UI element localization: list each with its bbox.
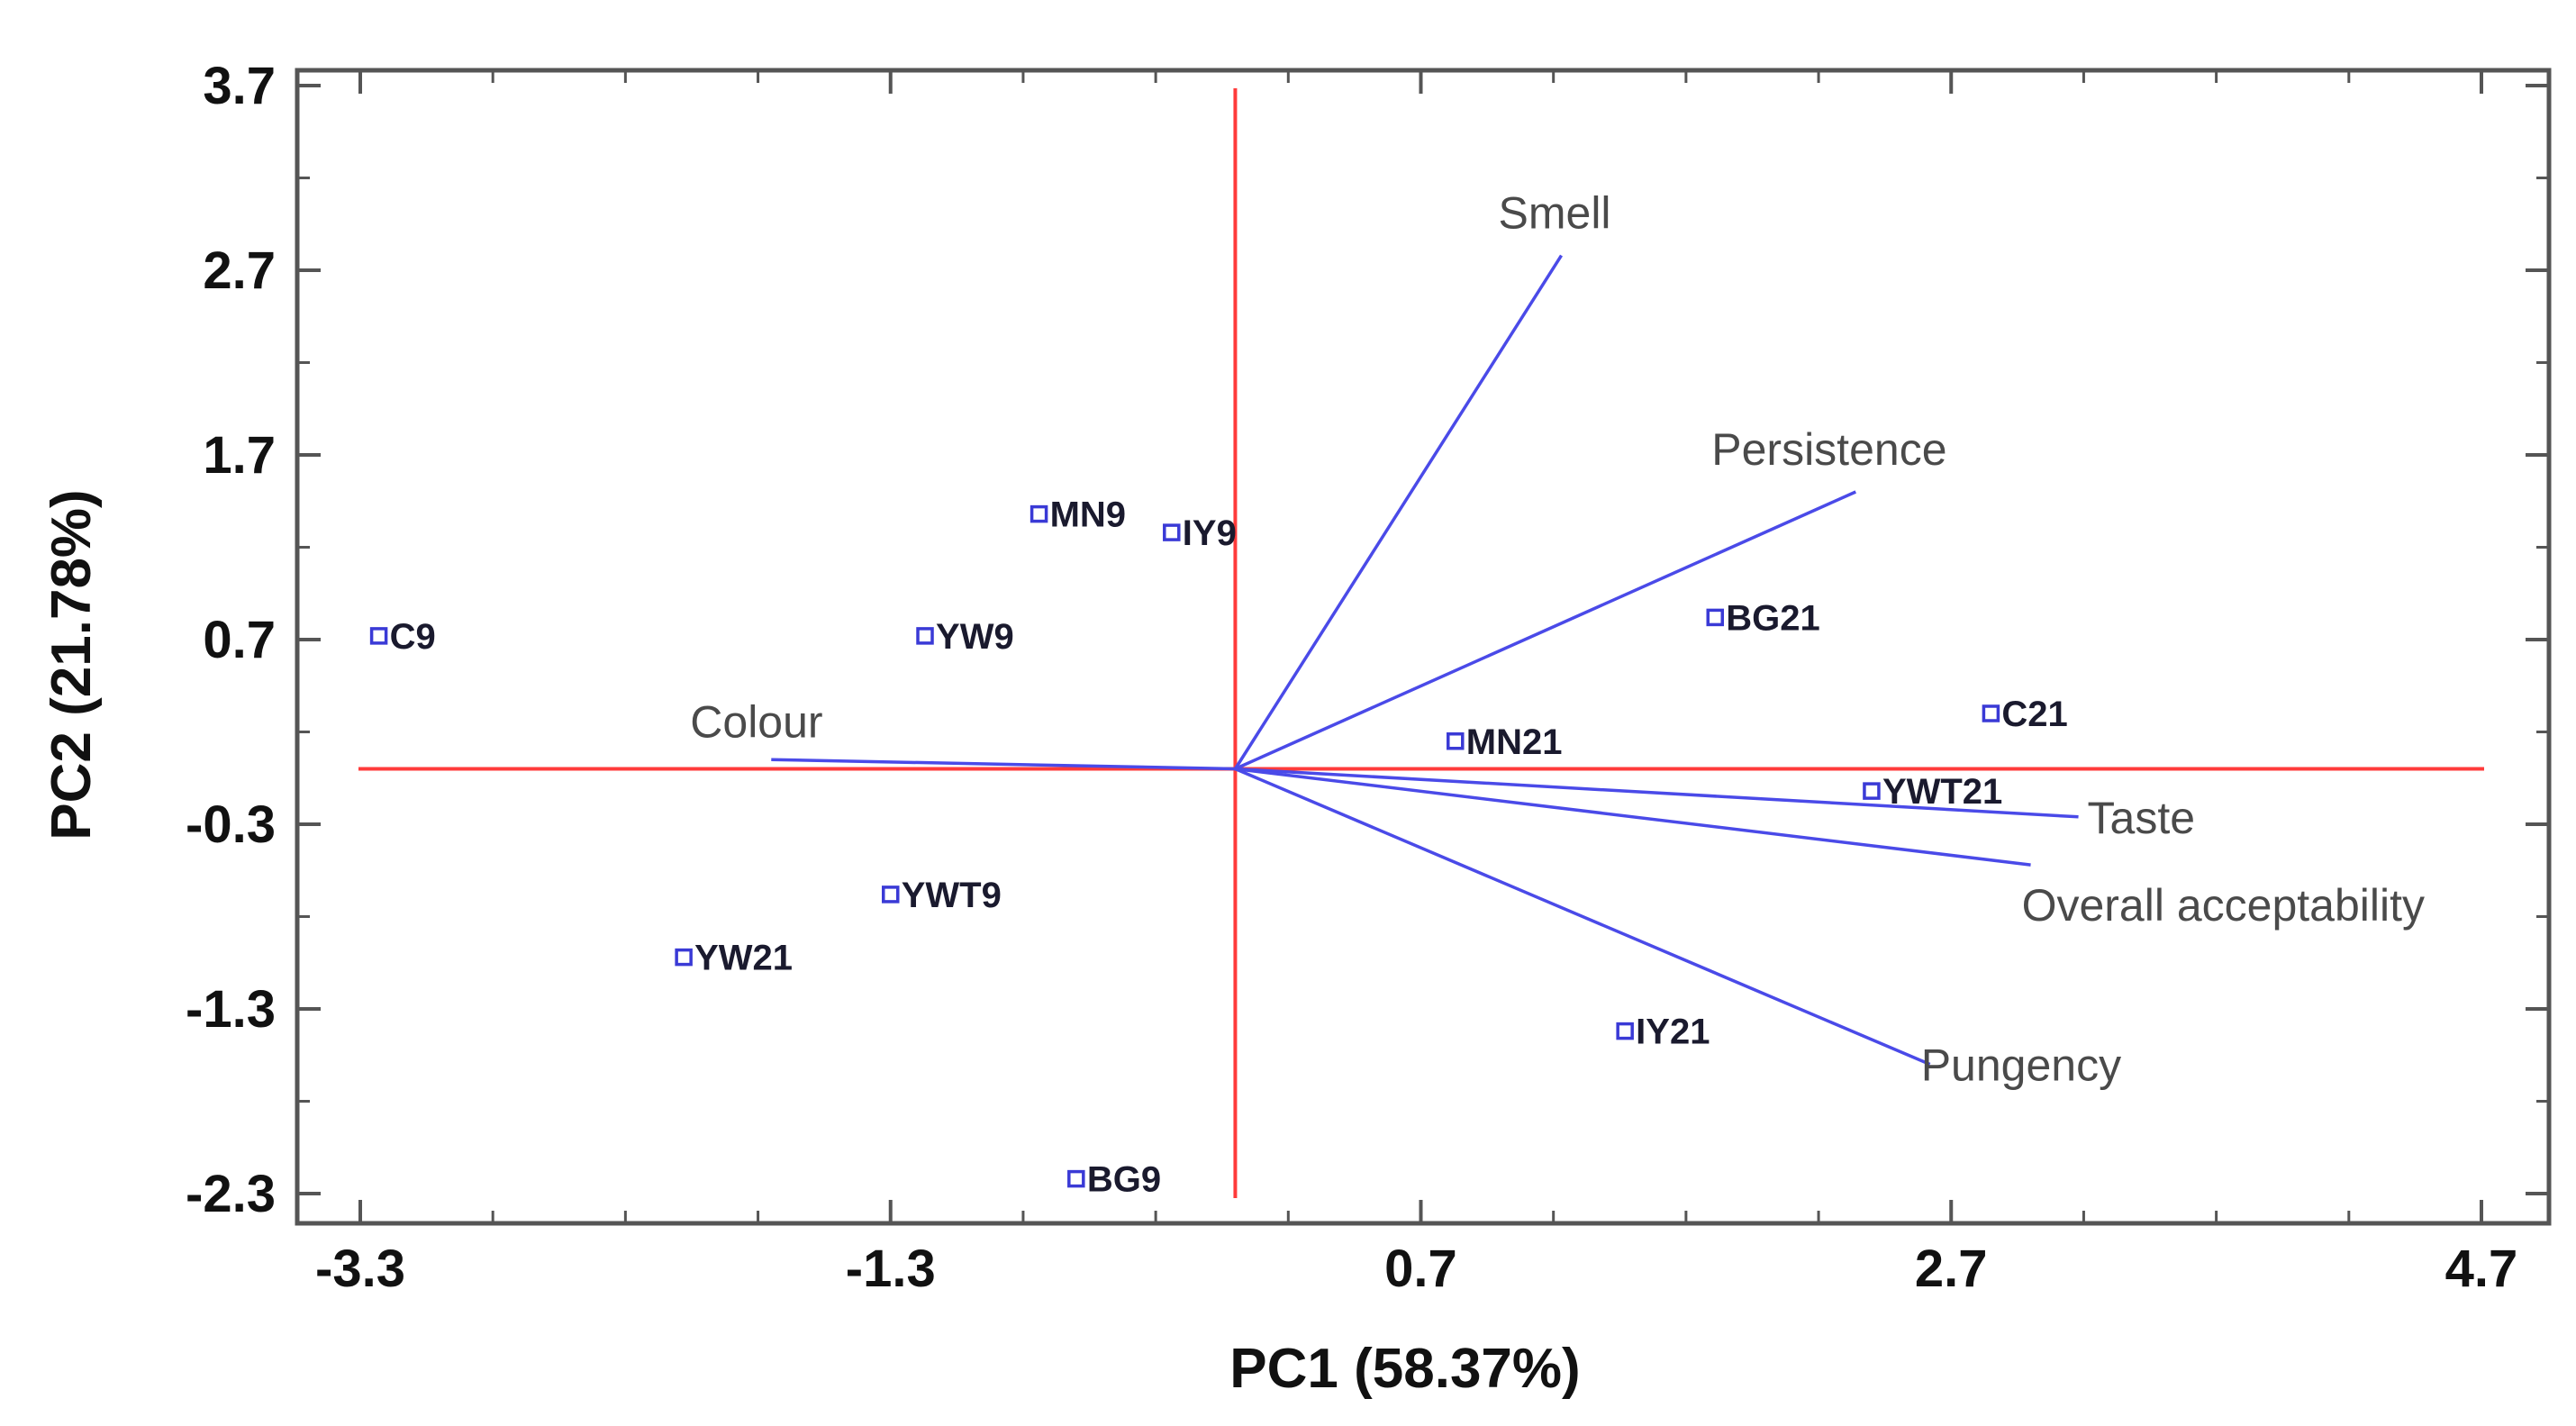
vector-label: Persistence: [1711, 424, 1946, 475]
point-marker-yw21: [675, 948, 693, 967]
point-label: YW21: [694, 939, 793, 978]
vector-overall-acceptability: [1235, 767, 2031, 867]
y-tick-label: 0.7: [203, 611, 276, 669]
y-tick-label: -0.3: [186, 795, 276, 854]
point-label: MN21: [1466, 722, 1563, 762]
x-tick-label: 4.7: [2445, 1240, 2518, 1298]
vector-label: Taste: [2088, 793, 2196, 843]
score-points: C9 MN9 IY9 YW9 BG21 MN21 C21 YWT21 YWT9 YW21 IY21 B…: [369, 495, 2068, 1200]
point-label: IY21: [1636, 1013, 1710, 1052]
point-marker-c21: [1982, 704, 2000, 722]
x-axis-title: PC1 (58.37%): [1229, 1338, 1580, 1400]
minor-ticks: [297, 70, 2549, 1223]
vector-label: Pungency: [1921, 1040, 2121, 1091]
major-ticks: [297, 70, 2549, 1223]
point-marker-bg21: [1706, 608, 1725, 627]
y-tick-label: 3.7: [203, 57, 276, 115]
point-marker-ywt21: [1863, 782, 1881, 800]
point-label: MN9: [1050, 495, 1126, 535]
point-marker-mn21: [1447, 732, 1465, 750]
point-label: BG9: [1087, 1160, 1161, 1200]
vector-persistence: [1234, 490, 1856, 771]
vector-label: Smell: [1499, 188, 1611, 239]
point-marker-ywt9: [882, 886, 900, 904]
y-tick-labels: 3.7 2.7 1.7 0.7 -0.3 -1.3 -2.3: [186, 57, 276, 1223]
vector-label: Colour: [690, 696, 822, 747]
point-label: YWT21: [1882, 772, 2002, 812]
y-tick-label: -1.3: [186, 980, 276, 1039]
point-marker-yw9: [916, 627, 934, 645]
vector-taste: [1235, 767, 2079, 819]
vector-smell: [1233, 254, 1563, 770]
point-label: C9: [390, 617, 436, 657]
x-tick-label: -1.3: [846, 1240, 936, 1298]
y-axis-title: PC2 (21.78%): [41, 489, 103, 840]
point-label: C21: [2001, 695, 2067, 734]
point-label: YW9: [936, 617, 1014, 657]
point-marker-mn9: [1029, 504, 1048, 523]
point-marker-c9: [369, 627, 388, 645]
vector-label: Overall acceptability: [2022, 880, 2425, 931]
y-tick-label: -2.3: [186, 1165, 276, 1223]
x-tick-label: 0.7: [1384, 1240, 1457, 1298]
y-tick-label: 2.7: [203, 241, 276, 300]
x-tick-label: 2.7: [1915, 1240, 1988, 1298]
x-tick-label: -3.3: [315, 1240, 405, 1298]
reference-lines: [358, 88, 2484, 1198]
plot-frame: [295, 68, 2552, 1226]
point-marker-bg9: [1067, 1169, 1085, 1188]
point-label: YWT9: [902, 876, 1002, 915]
vector-colour: [771, 758, 1236, 771]
point-marker-iy9: [1163, 523, 1181, 541]
y-tick-label: 1.7: [203, 426, 276, 485]
point-marker-iy21: [1616, 1022, 1634, 1040]
x-tick-labels: -3.3 -1.3 0.7 2.7 4.7: [315, 1240, 2517, 1298]
point-label: IY9: [1183, 513, 1237, 553]
loading-vectors: Smell Persistence Colour Taste Overall accep…: [690, 188, 2425, 1091]
vector-pungency: [1234, 767, 1931, 1067]
point-label: BG21: [1726, 598, 1820, 638]
